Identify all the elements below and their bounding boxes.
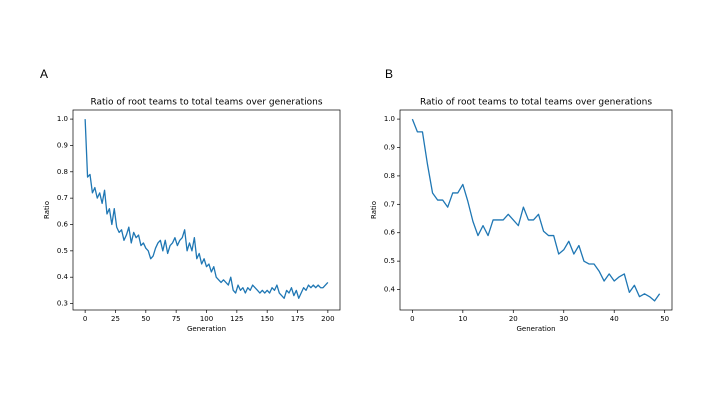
x-tick-label: 20: [509, 315, 518, 323]
chart-title: Ratio of root teams to total teams over …: [90, 98, 322, 108]
y-tick-label: 0.6: [384, 229, 396, 237]
chart-title: Ratio of root teams to total teams over …: [420, 98, 652, 108]
panel-label: B: [385, 67, 393, 81]
y-tick-label: 0.8: [384, 172, 395, 180]
y-tick-label: 0.4: [57, 273, 69, 281]
x-tick-label: 25: [111, 315, 120, 323]
x-tick-label: 50: [660, 315, 669, 323]
x-tick-label: 200: [321, 315, 334, 323]
y-tick-label: 0.5: [384, 257, 395, 265]
y-tick-label: 0.4: [384, 286, 396, 294]
y-axis-label: Ratio: [43, 201, 51, 219]
x-tick-label: 125: [230, 315, 243, 323]
x-tick-label: 30: [559, 315, 568, 323]
x-axis-label: Generation: [187, 325, 226, 333]
y-axis-label: Ratio: [370, 201, 378, 219]
y-tick-label: 0.3: [57, 300, 68, 308]
line: [411, 118, 661, 302]
axes-frame: [72, 109, 341, 311]
axes-frame: [399, 109, 673, 311]
x-axis-label: Generation: [516, 325, 555, 333]
y-tick-label: 0.9: [57, 141, 68, 149]
x-tick-label: 10: [458, 315, 467, 323]
x-tick-label: 0: [83, 315, 87, 323]
x-tick-label: 0: [410, 315, 414, 323]
y-tick-label: 0.9: [384, 144, 395, 152]
x-tick-label: 40: [610, 315, 619, 323]
x-tick-label: 150: [260, 315, 273, 323]
y-tick-label: 0.5: [57, 247, 68, 255]
line: [84, 119, 329, 299]
y-tick-label: 0.7: [57, 194, 68, 202]
y-tick-label: 0.7: [384, 200, 395, 208]
x-tick-label: 175: [291, 315, 304, 323]
y-tick-label: 0.8: [57, 168, 68, 176]
y-tick-label: 1.0: [384, 115, 395, 123]
x-tick-label: 50: [141, 315, 150, 323]
panel-label: A: [40, 67, 48, 81]
y-tick-label: 1.0: [57, 115, 68, 123]
y-tick-label: 0.6: [57, 220, 69, 228]
x-tick-label: 100: [200, 315, 213, 323]
x-tick-label: 75: [172, 315, 181, 323]
